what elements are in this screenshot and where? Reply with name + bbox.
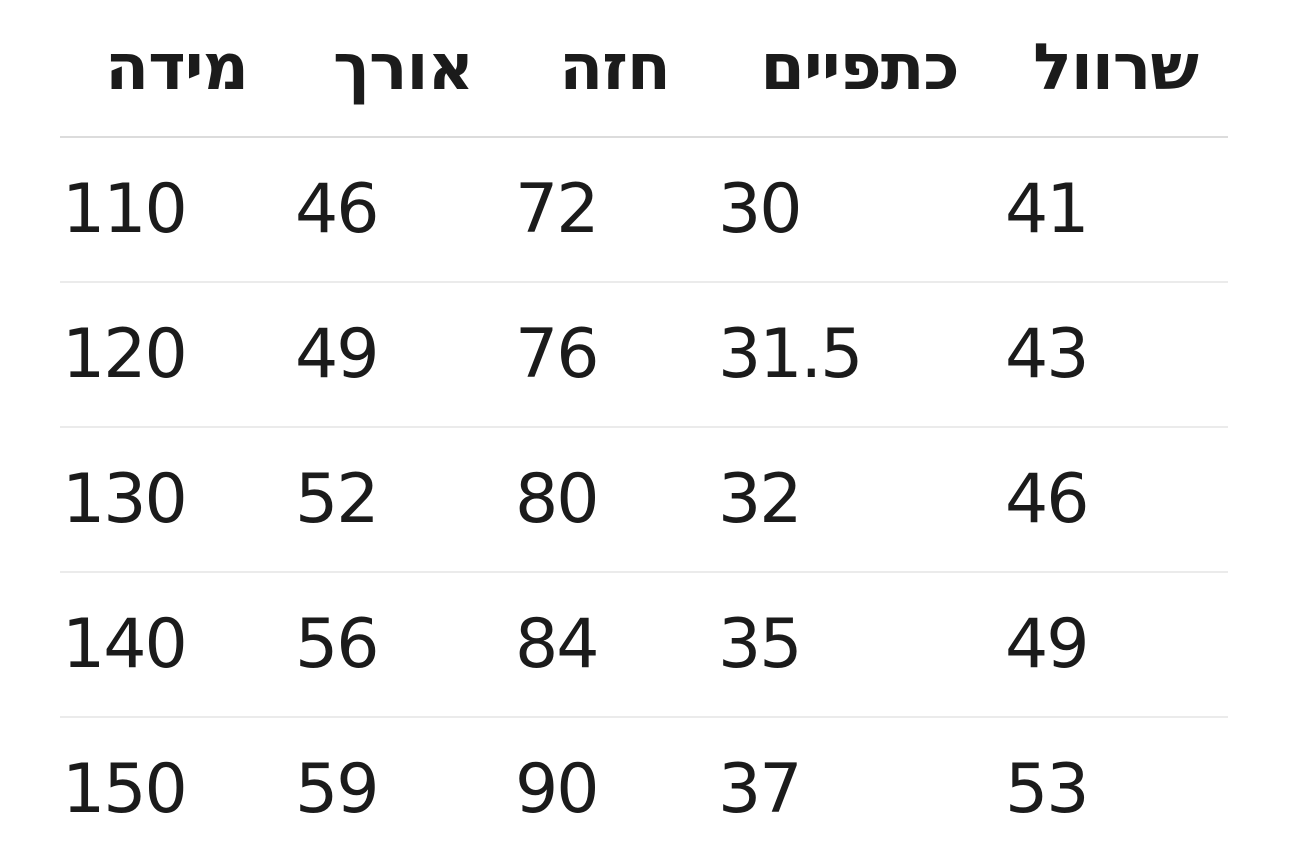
cell-length: 52 xyxy=(293,427,513,573)
cell-sleeve: 46 xyxy=(1003,427,1228,573)
cell-sleeve: 43 xyxy=(1003,282,1228,428)
cell-size: 120 xyxy=(60,282,293,428)
cell-size: 110 xyxy=(60,137,293,283)
cell-shoulders: 35 xyxy=(716,572,1003,718)
cell-length: 49 xyxy=(293,282,513,428)
cell-size: 140 xyxy=(60,572,293,718)
cell-length: 56 xyxy=(293,572,513,718)
cell-shoulders: 37 xyxy=(716,717,1003,849)
cell-sleeve: 49 xyxy=(1003,572,1228,718)
cell-chest: 84 xyxy=(513,572,716,718)
column-header-length: אורך xyxy=(293,0,513,138)
column-header-chest: חזה xyxy=(513,0,716,138)
column-header-shoulders: כתפיים xyxy=(716,0,1003,138)
cell-shoulders: 30 xyxy=(716,137,1003,283)
cell-shoulders: 32 xyxy=(716,427,1003,573)
cell-size: 130 xyxy=(60,427,293,573)
cell-chest: 76 xyxy=(513,282,716,428)
cell-chest: 90 xyxy=(513,717,716,849)
cell-chest: 72 xyxy=(513,137,716,283)
cell-shoulders: 31.5 xyxy=(716,282,1003,428)
table-row: 120 49 76 31.5 43 xyxy=(60,282,1228,428)
cell-length: 59 xyxy=(293,717,513,849)
table-row: 150 59 90 37 53 xyxy=(60,717,1228,849)
column-header-size: מידה xyxy=(60,0,293,138)
cell-sleeve: 53 xyxy=(1003,717,1228,849)
table-row: 140 56 84 35 49 xyxy=(60,572,1228,718)
cell-chest: 80 xyxy=(513,427,716,573)
table-row: 130 52 80 32 46 xyxy=(60,427,1228,573)
table-row: 110 46 72 30 41 xyxy=(60,137,1228,283)
cell-size: 150 xyxy=(60,717,293,849)
cell-length: 46 xyxy=(293,137,513,283)
cell-sleeve: 41 xyxy=(1003,137,1228,283)
size-chart-table: מידה אורך חזה כתפיים שרוול 110 46 72 30 … xyxy=(60,0,1228,849)
column-header-sleeve: שרוול xyxy=(1003,0,1228,138)
header-row: מידה אורך חזה כתפיים שרוול xyxy=(60,0,1228,138)
